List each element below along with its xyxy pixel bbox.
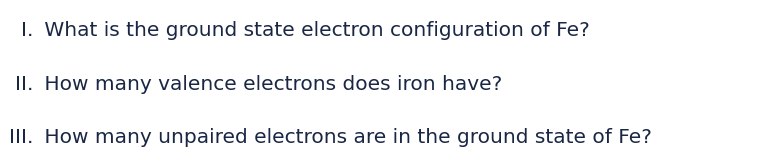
Text: I.: I. (20, 21, 33, 40)
Text: How many valence electrons does iron have?: How many valence electrons does iron hav… (38, 74, 502, 94)
Text: II.: II. (15, 74, 33, 94)
Text: How many unpaired electrons are in the ground state of Fe?: How many unpaired electrons are in the g… (38, 128, 652, 147)
Text: III.: III. (9, 128, 33, 147)
Text: What is the ground state electron configuration of Fe?: What is the ground state electron config… (38, 21, 590, 40)
